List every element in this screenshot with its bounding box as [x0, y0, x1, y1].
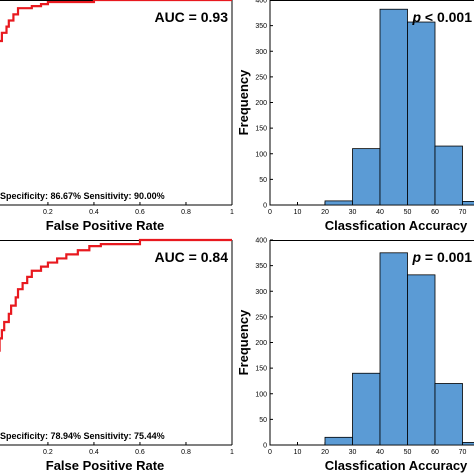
p-symbol: p: [411, 9, 421, 25]
x-tick-label: 10: [294, 449, 302, 456]
roc-curve: [0, 238, 232, 352]
histogram-bar: [434, 383, 463, 446]
y-tick-label: 300: [255, 49, 267, 56]
x-tick-label: 50: [404, 209, 412, 216]
x-tick-label: 1: [230, 209, 234, 216]
x-tick-label: 40: [376, 449, 384, 456]
x-axis-label: False Positive Rate: [46, 218, 165, 233]
x-tick-label: 0.2: [43, 449, 53, 456]
histogram-bar: [462, 201, 474, 206]
p-value-text: < 0.001: [421, 9, 472, 25]
x-tick-label: 30: [349, 209, 357, 216]
roc-top-panel: 0.2 0.4 0.6 0.8 1 AUC = 0.93 Specificity: 86.6…: [0, 0, 234, 233]
x-tick-label: 0.4: [89, 209, 99, 216]
histogram-bar: [407, 274, 436, 446]
x-tick-label: 60: [431, 449, 439, 456]
y-tick-label: 400: [255, 0, 267, 5]
y-tick-label: 50: [259, 417, 267, 424]
hist-bottom-panel: 0 50 100 150 200 250 300 350 400 0 10 20 30 40 50 60 70 p…: [236, 238, 474, 473]
x-tick-label: 1: [230, 449, 234, 456]
y-tick-label: 400: [255, 238, 267, 245]
y-tick-label: 350: [255, 23, 267, 30]
x-tick-label: 20: [321, 209, 329, 216]
p-symbol: p: [411, 249, 421, 265]
histogram-bar: [462, 442, 474, 446]
histogram-bar: [379, 8, 408, 206]
histogram-bar: [352, 148, 381, 206]
p-value-text: = 0.001: [421, 249, 472, 265]
y-tick-label: 200: [255, 340, 267, 347]
x-tick-label: 0.6: [135, 209, 145, 216]
x-tick-label: 30: [349, 449, 357, 456]
roc-bottom-panel: 0.2 0.4 0.6 0.8 1 AUC = 0.84 Specificity: 78.9…: [0, 238, 234, 473]
y-tick-label: 250: [255, 74, 267, 81]
y-tick-label: 300: [255, 289, 267, 296]
y-tick-label: 200: [255, 100, 267, 107]
x-tick-label: 70: [459, 209, 467, 216]
x-tick-label: 0.2: [43, 209, 53, 216]
auc-annotation: AUC = 0.93: [154, 9, 228, 25]
x-axis-label: Classfication Accuracy: [325, 218, 468, 233]
p-value-annotation: p < 0.001: [411, 9, 472, 25]
spec-sens-footnote: Specificity: 86.67% Sensitivity: 90.00%: [0, 191, 165, 201]
auc-annotation: AUC = 0.84: [154, 249, 228, 265]
x-axis-label: Classfication Accuracy: [325, 458, 468, 473]
y-tick-label: 150: [255, 126, 267, 133]
x-tick-label: 60: [431, 209, 439, 216]
histogram-bar: [379, 252, 408, 446]
y-tick-label: 100: [255, 391, 267, 398]
y-tick-label: 350: [255, 263, 267, 270]
x-tick-label: 70: [459, 449, 467, 456]
histogram-bar: [324, 436, 353, 446]
y-axis-label: Frequency: [236, 69, 251, 136]
x-axis-label: False Positive Rate: [46, 458, 165, 473]
x-tick-label: 10: [294, 209, 302, 216]
x-tick-label: 0.8: [181, 449, 191, 456]
x-tick-label: 0.4: [89, 449, 99, 456]
y-tick-label: 0: [263, 203, 267, 210]
roc-curve: [0, 0, 232, 43]
y-tick-label: 50: [259, 177, 267, 184]
y-tick-label: 150: [255, 366, 267, 373]
x-tick-label: 50: [404, 449, 412, 456]
y-tick-label: 250: [255, 314, 267, 321]
y-axis-label: Frequency: [236, 309, 251, 376]
histogram-bar: [407, 21, 436, 206]
p-value-annotation: p = 0.001: [411, 249, 472, 265]
histogram-bar: [324, 200, 353, 206]
histogram-bar: [352, 372, 381, 446]
x-tick-label: 0.6: [135, 449, 145, 456]
y-tick-label: 100: [255, 151, 267, 158]
histogram-bar: [434, 145, 463, 206]
y-tick-label: 0: [263, 443, 267, 450]
x-tick-label: 0: [268, 449, 272, 456]
x-tick-label: 0: [268, 209, 272, 216]
hist-top-panel: 0 50 100 150 200 250 300 350 400 0 10 20 30 40 50 60 70 p…: [236, 0, 474, 233]
x-tick-label: 20: [321, 449, 329, 456]
spec-sens-footnote: Specificity: 78.94% Sensitivity: 75.44%: [0, 431, 165, 441]
x-tick-label: 0.8: [181, 209, 191, 216]
x-tick-label: 40: [376, 209, 384, 216]
